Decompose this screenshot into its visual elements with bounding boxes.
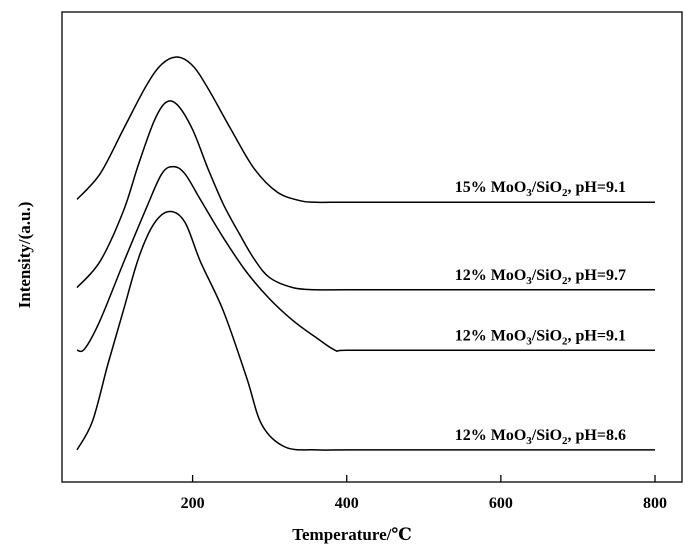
label-subscript: 2 <box>562 435 568 447</box>
label-subscript: 3 <box>526 275 532 287</box>
x-tick-label: 600 <box>489 495 513 512</box>
x-ticks: 200 400 600 800 <box>181 475 667 512</box>
label-subscript: 3 <box>526 187 532 199</box>
label-text: , pH=9.7 <box>568 267 626 284</box>
label-text: 12% MoO <box>455 267 527 284</box>
label-subscript: 2 <box>562 187 568 199</box>
label-text: /SiO <box>531 327 562 344</box>
label-text: /SiO <box>531 179 562 196</box>
label-text: 12% MoO <box>455 427 527 444</box>
label-text: , pH=9.1 <box>568 179 626 196</box>
label-text: , pH=9.1 <box>568 327 626 344</box>
label-subscript: 3 <box>526 435 532 447</box>
label-subscript: 2 <box>562 275 568 287</box>
x-tick-label: 400 <box>335 495 359 512</box>
y-axis-label: Intensity/(a.u.) <box>15 202 34 309</box>
series-label-2: 12% MoO3/SiO2, pH=9.7 <box>455 267 626 287</box>
x-axis-label: Temperature/℃ <box>292 525 412 544</box>
plot-frame <box>61 11 683 483</box>
label-text: /SiO <box>531 427 562 444</box>
series-label-1: 15% MoO3/SiO2, pH=9.1 <box>455 179 626 199</box>
label-text: 15% MoO <box>455 179 527 196</box>
series-label-3: 12% MoO3/SiO2, pH=9.1 <box>455 327 626 347</box>
series-group <box>76 56 655 451</box>
x-tick-label: 200 <box>181 495 205 512</box>
series-line-3 <box>76 165 655 353</box>
series-labels: 15% MoO3/SiO2, pH=9.112% MoO3/SiO2, pH=9… <box>455 179 626 447</box>
label-subscript: 3 <box>526 335 532 347</box>
label-text: /SiO <box>531 267 562 284</box>
label-subscript: 2 <box>562 335 568 347</box>
label-text: , pH=8.6 <box>568 427 626 444</box>
series-line-1 <box>76 56 655 204</box>
series-line-2 <box>76 100 655 291</box>
series-label-4: 12% MoO3/SiO2, pH=8.6 <box>455 427 626 447</box>
label-text: 12% MoO <box>455 327 527 344</box>
series-line-4 <box>76 210 655 451</box>
x-tick-label: 800 <box>643 495 667 512</box>
